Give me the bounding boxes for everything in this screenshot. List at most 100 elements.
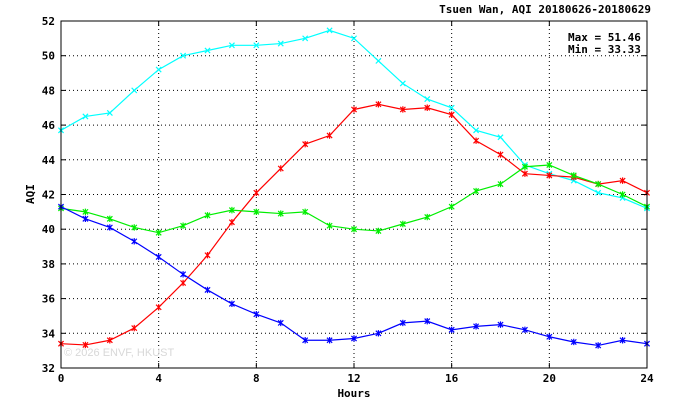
data-point [155,304,162,311]
x-tick-label: 24 [640,372,654,385]
data-point [204,286,211,294]
data-point [448,111,455,118]
gridlines [61,21,647,368]
data-point [180,279,187,287]
data-point [448,203,455,210]
data-point [570,338,577,346]
y-tick-label: 36 [42,293,56,306]
data-point [204,252,211,259]
data-point [302,140,309,148]
series-line [60,164,648,234]
data-point [228,300,235,308]
y-tick-label: 50 [42,50,55,63]
data-point [350,335,358,342]
y-tick-label: 52 [42,15,55,28]
data-point [253,311,260,318]
data-point [131,238,138,245]
data-point [521,326,528,334]
y-tick-label: 48 [42,84,55,97]
data-point [302,337,309,344]
data-point [473,137,480,144]
data-point [82,341,89,349]
data-point [595,180,602,188]
data-point [375,101,382,108]
data-point [595,342,602,349]
data-point [546,161,553,169]
data-point [497,151,504,158]
stat-min: Min = 33.33 [568,43,641,56]
data-point [180,52,187,59]
data-point [473,187,480,195]
data-point [473,323,480,330]
watermark: © 2026 ENVF, HKUST [64,347,174,359]
data-point [253,42,260,49]
data-point [595,189,602,196]
series-2 [57,101,651,349]
data-point [253,208,260,216]
data-point [326,222,333,229]
data-point [424,96,431,103]
data-point [619,177,626,184]
data-point [326,132,333,139]
data-point [277,210,284,217]
data-point [82,113,89,120]
y-tick-label: 42 [42,189,55,202]
data-point [204,47,211,54]
data-point [131,87,138,94]
data-point [375,227,382,235]
data-point [326,337,333,344]
data-point [228,42,235,49]
data-point [106,224,113,231]
data-point [277,319,284,327]
data-point [180,222,187,229]
data-point [277,165,284,172]
data-point [106,215,113,222]
y-tick-label: 32 [42,362,55,375]
data-point [473,127,480,134]
data-point [424,104,431,111]
x-axis-label: Hours [337,387,370,400]
data-point [350,35,358,42]
data-point [497,134,504,141]
data-point [204,212,211,219]
data-point [570,172,577,179]
x-tick-label: 20 [543,372,556,385]
data-point [326,27,333,34]
data-point [375,57,382,64]
y-tick-label: 46 [42,119,56,132]
data-point [350,226,358,233]
data-point [399,106,406,113]
stat-max: Max = 51.46 [568,31,641,44]
chart-title: Tsuen Wan, AQI 20180626-20180629 [439,3,651,16]
x-tick-label: 4 [155,372,162,385]
data-point [448,326,455,334]
data-point [277,40,284,47]
data-point [106,337,113,344]
series-3 [57,161,651,236]
data-point [375,330,382,337]
x-tick-label: 12 [347,372,360,385]
data-point [497,321,504,328]
data-point [619,337,626,344]
data-point [155,229,162,236]
y-tick-label: 40 [42,223,55,236]
x-tick-label: 0 [58,372,65,385]
series-4 [57,203,651,349]
data-point [228,219,235,226]
y-tick-label: 38 [42,258,55,271]
data-point [82,208,89,216]
x-tick-label: 8 [253,372,260,385]
series-layer [57,27,651,349]
data-point [155,253,162,261]
y-tick-label: 34 [42,327,56,340]
data-point [155,66,162,73]
data-point [82,215,89,222]
data-point [424,213,431,221]
data-point [619,191,626,198]
data-point [302,35,309,42]
data-point [521,163,528,170]
data-point [106,109,113,116]
y-axis-label: AQI [24,184,37,204]
